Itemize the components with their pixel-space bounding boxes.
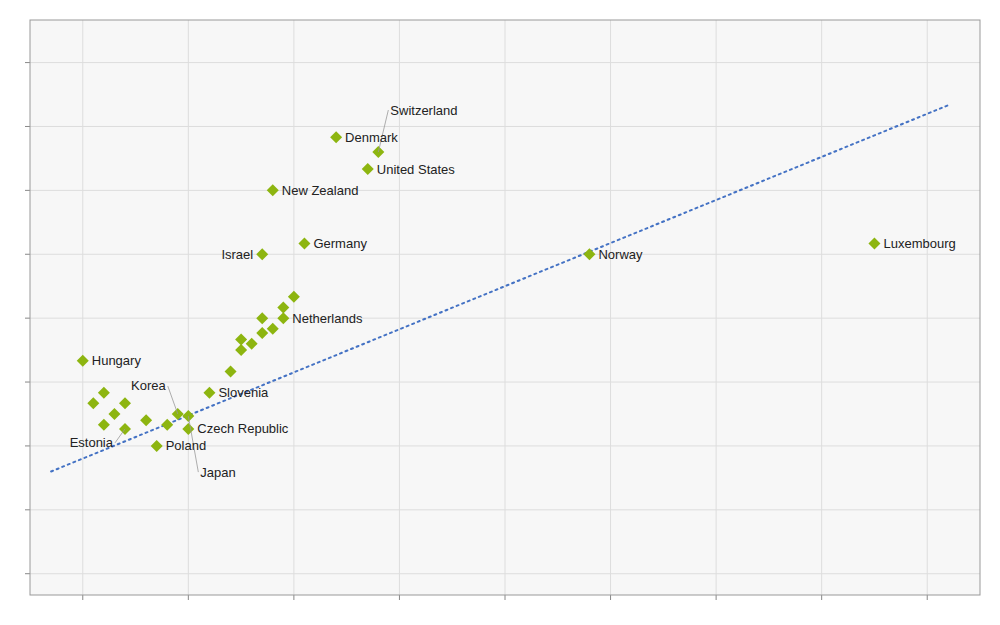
grid-line-x: [716, 20, 717, 595]
tick-y: [25, 126, 30, 127]
tick-x: [82, 595, 83, 600]
point: [182, 423, 194, 435]
point-label: Switzerland: [390, 103, 457, 118]
point: [151, 440, 163, 452]
point: [87, 397, 99, 409]
point: [330, 131, 342, 143]
grid: [30, 20, 980, 595]
tick-y: [25, 509, 30, 510]
tick-x: [716, 595, 717, 600]
point: [77, 355, 89, 367]
point-label: New Zealand: [282, 183, 359, 198]
chart-container: Hungary Estonia Poland Korea Czech Republic J…: [0, 0, 1000, 625]
point-label: Czech Republic: [197, 421, 289, 436]
grid-line-y: [30, 573, 980, 574]
trendline: [51, 105, 948, 471]
point-label: Norway: [598, 247, 643, 262]
point: [235, 344, 247, 356]
point: [140, 414, 152, 426]
tick-y: [25, 318, 30, 319]
point: [203, 387, 215, 399]
grid-line-x: [505, 20, 506, 595]
point: [108, 408, 120, 420]
point-label: Germany: [313, 236, 367, 251]
leader-line: [115, 429, 125, 443]
point: [235, 333, 247, 345]
point: [362, 163, 374, 175]
point: [267, 184, 279, 196]
tick-y: [25, 445, 30, 446]
plot-frame: [30, 20, 980, 595]
point: [256, 312, 268, 324]
tick-x: [821, 595, 822, 600]
tick-y: [25, 573, 30, 574]
point: [256, 248, 268, 260]
point: [298, 238, 310, 250]
grid-line-y: [30, 126, 980, 127]
tick-x: [610, 595, 611, 600]
leader-line: [168, 386, 178, 414]
point-label: Japan: [200, 465, 235, 480]
tick-x: [293, 595, 294, 600]
point: [98, 419, 110, 431]
point: [267, 323, 279, 335]
point-label: Luxembourg: [883, 236, 955, 251]
grid-line-y: [30, 62, 980, 63]
point: [277, 302, 289, 314]
point: [161, 419, 173, 431]
point-label: Poland: [166, 438, 206, 453]
tick-x: [505, 595, 506, 600]
leaders: [115, 110, 388, 472]
point: [277, 312, 289, 324]
tick-x: [399, 595, 400, 600]
point-label: United States: [377, 162, 456, 177]
grid-line-y: [30, 382, 980, 383]
point-label: Denmark: [345, 130, 398, 145]
grid-line-x: [927, 20, 928, 595]
point: [868, 238, 880, 250]
point: [225, 365, 237, 377]
tick-y: [25, 254, 30, 255]
grid-line-x: [188, 20, 189, 595]
chart-svg: Hungary Estonia Poland Korea Czech Republic J…: [0, 0, 1000, 625]
tick-x: [188, 595, 189, 600]
grid-line-x: [82, 20, 83, 595]
point: [288, 291, 300, 303]
point: [256, 327, 268, 339]
grid-line-x: [821, 20, 822, 595]
point: [98, 387, 110, 399]
grid-line-x: [293, 20, 294, 595]
point: [246, 338, 258, 350]
point: [119, 397, 131, 409]
marks: [51, 105, 948, 471]
grid-line-y: [30, 318, 980, 319]
point-labels: Hungary Estonia Poland Korea Czech Republic J…: [70, 103, 956, 480]
grid-line-y: [30, 254, 980, 255]
tick-y: [25, 190, 30, 191]
tick-y: [25, 62, 30, 63]
point-label: Hungary: [92, 353, 142, 368]
grid-line-y: [30, 509, 980, 510]
point-label: Netherlands: [292, 311, 363, 326]
point: [583, 248, 595, 260]
ticks: [25, 63, 927, 600]
point-label: Estonia: [70, 435, 114, 450]
grid-line-y: [30, 190, 980, 191]
plot-background: [30, 20, 980, 595]
tick-x: [927, 595, 928, 600]
point-label: Slovenia: [218, 385, 269, 400]
grid-line-x: [610, 20, 611, 595]
point-label: Israel: [221, 247, 253, 262]
tick-y: [25, 382, 30, 383]
point-label: Korea: [131, 378, 166, 393]
